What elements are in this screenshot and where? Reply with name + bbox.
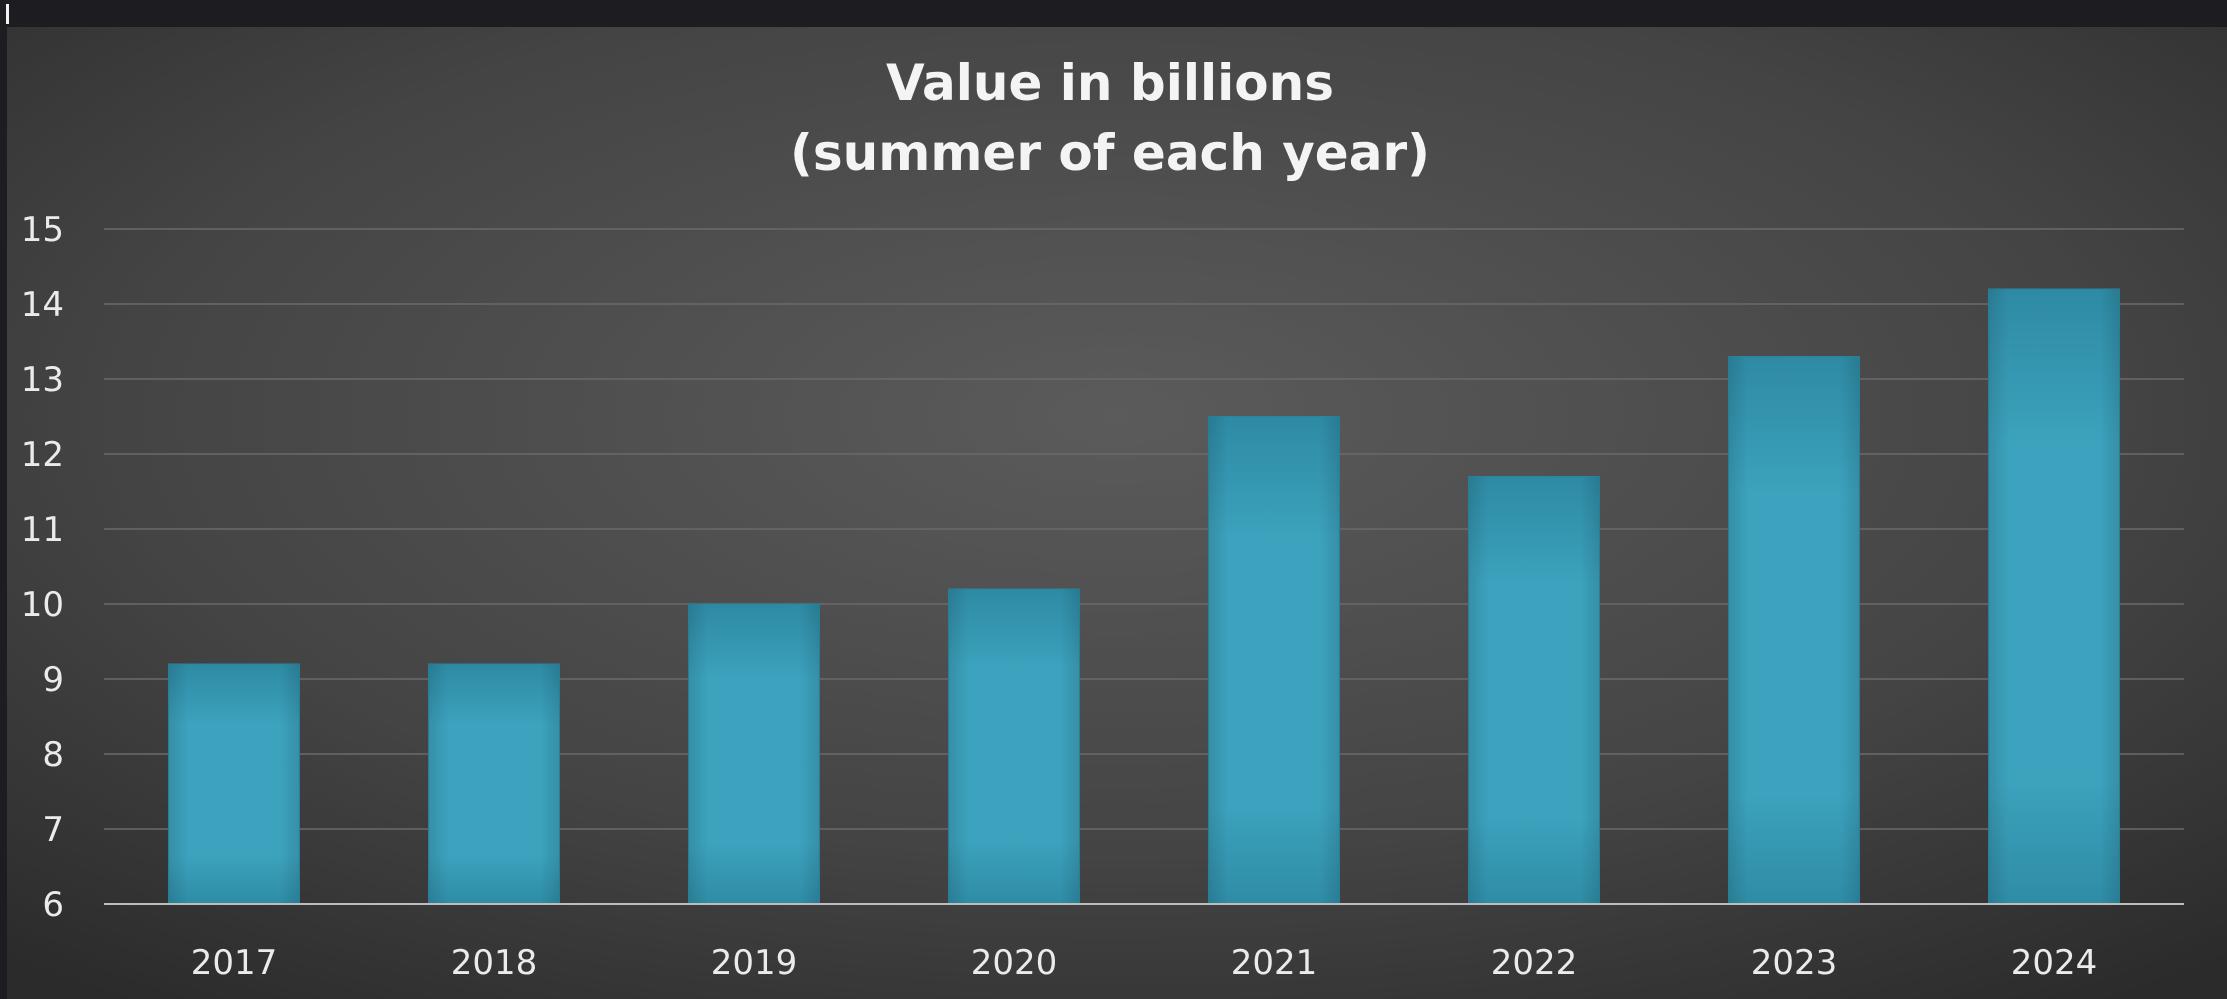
x-tick-label: 2020: [971, 943, 1058, 983]
x-tick-label: 2018: [451, 943, 538, 983]
y-tick-label: 14: [21, 285, 64, 325]
bar-shading: [428, 664, 560, 904]
x-tick-label: 2024: [2011, 943, 2098, 983]
x-tick-label: 2019: [711, 943, 798, 983]
bar-shading: [1208, 416, 1340, 904]
y-tick-label: 8: [42, 735, 64, 775]
y-tick-label: 9: [42, 660, 64, 700]
x-axis-ticks: 2017 2018 2019 2020 2021 2022 2023 2024: [191, 943, 2098, 983]
bars: [168, 288, 2120, 905]
y-axis-ticks: 6 7 8 9 10 11 12 13 14 15: [21, 210, 64, 925]
window-top-bar: [0, 0, 2227, 27]
y-tick-label: 10: [21, 585, 64, 625]
y-tick-label: 13: [21, 360, 64, 400]
bar-shading: [1988, 289, 2120, 904]
window-left-edge: [0, 27, 6, 999]
bar-shading: [1728, 356, 1860, 904]
chart-title: Value in billions: [886, 54, 1334, 112]
bar-shading: [1468, 476, 1600, 904]
bar-shading: [688, 604, 820, 904]
text-cursor: [6, 4, 9, 24]
y-tick-label: 15: [21, 210, 64, 250]
y-tick-label: 12: [21, 435, 64, 475]
x-tick-label: 2017: [191, 943, 278, 983]
y-tick-label: 7: [42, 810, 64, 850]
chart-subtitle: (summer of each year): [790, 124, 1430, 182]
y-tick-label: 11: [21, 510, 64, 550]
x-tick-label: 2022: [1491, 943, 1578, 983]
y-tick-label: 6: [42, 885, 64, 925]
x-tick-label: 2023: [1751, 943, 1838, 983]
x-tick-label: 2021: [1231, 943, 1318, 983]
bar-shading: [168, 664, 300, 904]
bar-shading: [948, 589, 1080, 904]
